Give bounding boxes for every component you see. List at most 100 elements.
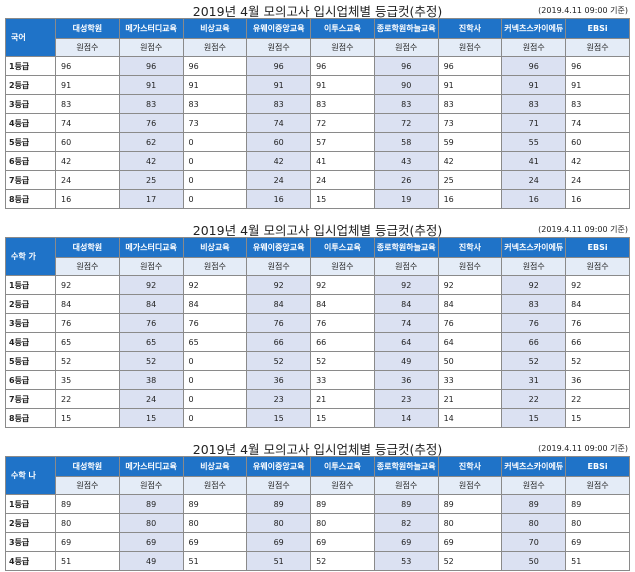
score-cell: 80: [565, 513, 630, 533]
column-header: EBSi: [565, 18, 630, 39]
score-cell: 60: [55, 132, 120, 152]
score-cell: 84: [182, 294, 248, 314]
subheader-cell: 원점수: [437, 38, 503, 57]
score-cell: 76: [310, 313, 375, 333]
score-cell: 69: [118, 532, 184, 552]
score-cell: 73: [182, 113, 248, 133]
subheader-cell: 원점수: [55, 257, 120, 276]
subheader-row: 원점수 원점수 원점수 원점수 원점수 원점수 원점수 원점수 원점수: [6, 476, 630, 495]
score-cell: 0: [182, 132, 248, 152]
column-header: 이투스교육: [310, 18, 375, 39]
grade-row: 8등급 16 17 0 16 15 19 16 16 16: [5, 189, 630, 209]
score-cell: 24: [310, 170, 375, 190]
header-row: 수학 가 대성학원 메가스터디교육 비상교육 유웨이중앙교육 이투스교육 종로학원하늘교육 진…: [5, 237, 630, 276]
score-cell: 57: [310, 132, 375, 152]
grade-row: 5등급 52 52 0 52 52 49 50 52 52: [5, 351, 630, 371]
score-cell: 66: [310, 332, 375, 352]
subject-cell: 수학 가: [5, 237, 56, 276]
column-header: 커넥츠스카이에듀: [501, 456, 567, 477]
score-cell: 15: [501, 408, 567, 428]
score-cell: 60: [246, 132, 312, 152]
header-row: 수학 나 대성학원 메가스터디교육 비상교육 유웨이중앙교육 이투스교육 종로학원하늘교육 진…: [5, 456, 630, 495]
score-cell: 33: [437, 370, 503, 390]
header-row: 국어 대성학원 메가스터디교육 비상교육 유웨이중앙교육 이투스교육 종로학원하늘교육 진학사…: [5, 18, 630, 57]
column-header: 유웨이중앙교육: [246, 237, 312, 258]
grade-row: 3등급 83 83 83 83 83 83 83 83 83: [5, 94, 630, 114]
subheader-cell: 원점수: [373, 38, 439, 57]
column-header: 비상교육: [182, 237, 248, 258]
score-cell: 42: [55, 151, 120, 171]
score-cell: 36: [565, 370, 630, 390]
grade-table: 수학 나 대성학원 메가스터디교육 비상교육 유웨이중앙교육 이투스교육 종로학원하늘교육 진…: [5, 456, 630, 571]
score-cell: 22: [55, 389, 120, 409]
subheader-cell: 원점수: [565, 257, 630, 276]
column-header: 비상교육: [182, 18, 248, 39]
column-header: 대성학원: [55, 456, 120, 477]
column-header: 대성학원: [55, 18, 120, 39]
score-cell: 96: [501, 56, 567, 76]
score-cell: 89: [437, 494, 503, 514]
score-cell: 16: [246, 189, 312, 209]
grade-table: 수학 가 대성학원 메가스터디교육 비상교육 유웨이중앙교육 이투스교육 종로학원하늘교육 진…: [5, 237, 630, 428]
grade-label: 4등급: [5, 332, 56, 352]
score-cell: 16: [55, 189, 120, 209]
subheader-cell: 원점수: [565, 38, 630, 57]
score-cell: 92: [501, 275, 567, 295]
grade-row: 1등급 89 89 89 89 89 89 89 89 89: [5, 494, 630, 514]
score-cell: 76: [55, 313, 120, 333]
grade-row: 4등급 51 49 51 51 52 53 52 50 51: [5, 551, 630, 571]
score-cell: 91: [118, 75, 184, 95]
date-note: (2019.4.11 09:00 기준): [538, 6, 628, 15]
score-cell: 23: [246, 389, 312, 409]
score-cell: 92: [565, 275, 630, 295]
column-header: 유웨이중앙교육: [246, 18, 312, 39]
column-header: 진학사: [437, 456, 503, 477]
score-cell: 50: [437, 351, 503, 371]
grade-row: 2등급 91 91 91 91 91 90 91 91 91: [5, 75, 630, 95]
score-cell: 55: [501, 132, 567, 152]
grade-label: 5등급: [5, 132, 56, 152]
score-cell: 82: [373, 513, 439, 533]
score-cell: 25: [437, 170, 503, 190]
score-cell: 73: [437, 113, 503, 133]
score-cell: 23: [373, 389, 439, 409]
score-cell: 43: [373, 151, 439, 171]
score-cell: 21: [310, 389, 375, 409]
score-cell: 80: [501, 513, 567, 533]
subheader-cell: 원점수: [182, 257, 248, 276]
score-cell: 24: [118, 389, 184, 409]
score-cell: 91: [246, 75, 312, 95]
score-cell: 89: [373, 494, 439, 514]
score-cell: 89: [118, 494, 184, 514]
grade-row: 3등급 69 69 69 69 69 69 69 70 69: [5, 532, 630, 552]
score-cell: 83: [373, 94, 439, 114]
score-cell: 69: [565, 532, 630, 552]
score-cell: 52: [118, 351, 184, 371]
score-cell: 35: [55, 370, 120, 390]
score-cell: 76: [437, 313, 503, 333]
score-cell: 24: [501, 170, 567, 190]
score-cell: 92: [55, 275, 120, 295]
score-cell: 83: [501, 294, 567, 314]
score-cell: 76: [501, 313, 567, 333]
score-cell: 96: [373, 56, 439, 76]
score-cell: 19: [373, 189, 439, 209]
score-cell: 84: [565, 294, 630, 314]
score-cell: 0: [182, 151, 248, 171]
column-header: 메가스터디교육: [118, 456, 184, 477]
subheader-cell: 원점수: [373, 476, 439, 495]
grade-row: 1등급 92 92 92 92 92 92 92 92 92: [5, 275, 630, 295]
score-cell: 69: [55, 532, 120, 552]
score-cell: 16: [565, 189, 630, 209]
score-cell: 66: [501, 332, 567, 352]
score-cell: 89: [182, 494, 248, 514]
column-header: 커넥츠스카이에듀: [501, 237, 567, 258]
score-cell: 76: [246, 313, 312, 333]
column-header: 종로학원하늘교육: [373, 18, 439, 39]
grade-row: 4등급 65 65 65 66 66 64 64 66 66: [5, 332, 630, 352]
grade-label: 1등급: [5, 56, 56, 76]
column-header: EBSi: [565, 456, 630, 477]
score-cell: 92: [437, 275, 503, 295]
subheader-cell: 원점수: [501, 38, 567, 57]
score-cell: 49: [118, 551, 184, 571]
